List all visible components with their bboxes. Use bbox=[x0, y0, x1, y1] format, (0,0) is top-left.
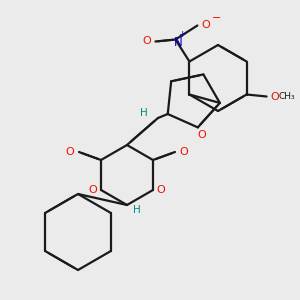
Text: O: O bbox=[66, 147, 74, 157]
Text: −: − bbox=[212, 14, 221, 23]
Text: CH₃: CH₃ bbox=[278, 92, 295, 101]
Text: N: N bbox=[174, 36, 183, 49]
Text: O: O bbox=[201, 20, 210, 29]
Text: H: H bbox=[140, 108, 148, 118]
Text: +: + bbox=[178, 30, 185, 39]
Text: O: O bbox=[180, 147, 188, 157]
Text: O: O bbox=[270, 92, 279, 101]
Text: O: O bbox=[142, 37, 151, 46]
Text: O: O bbox=[88, 185, 98, 195]
Text: O: O bbox=[197, 130, 206, 140]
Text: H: H bbox=[133, 205, 141, 215]
Text: O: O bbox=[157, 185, 165, 195]
